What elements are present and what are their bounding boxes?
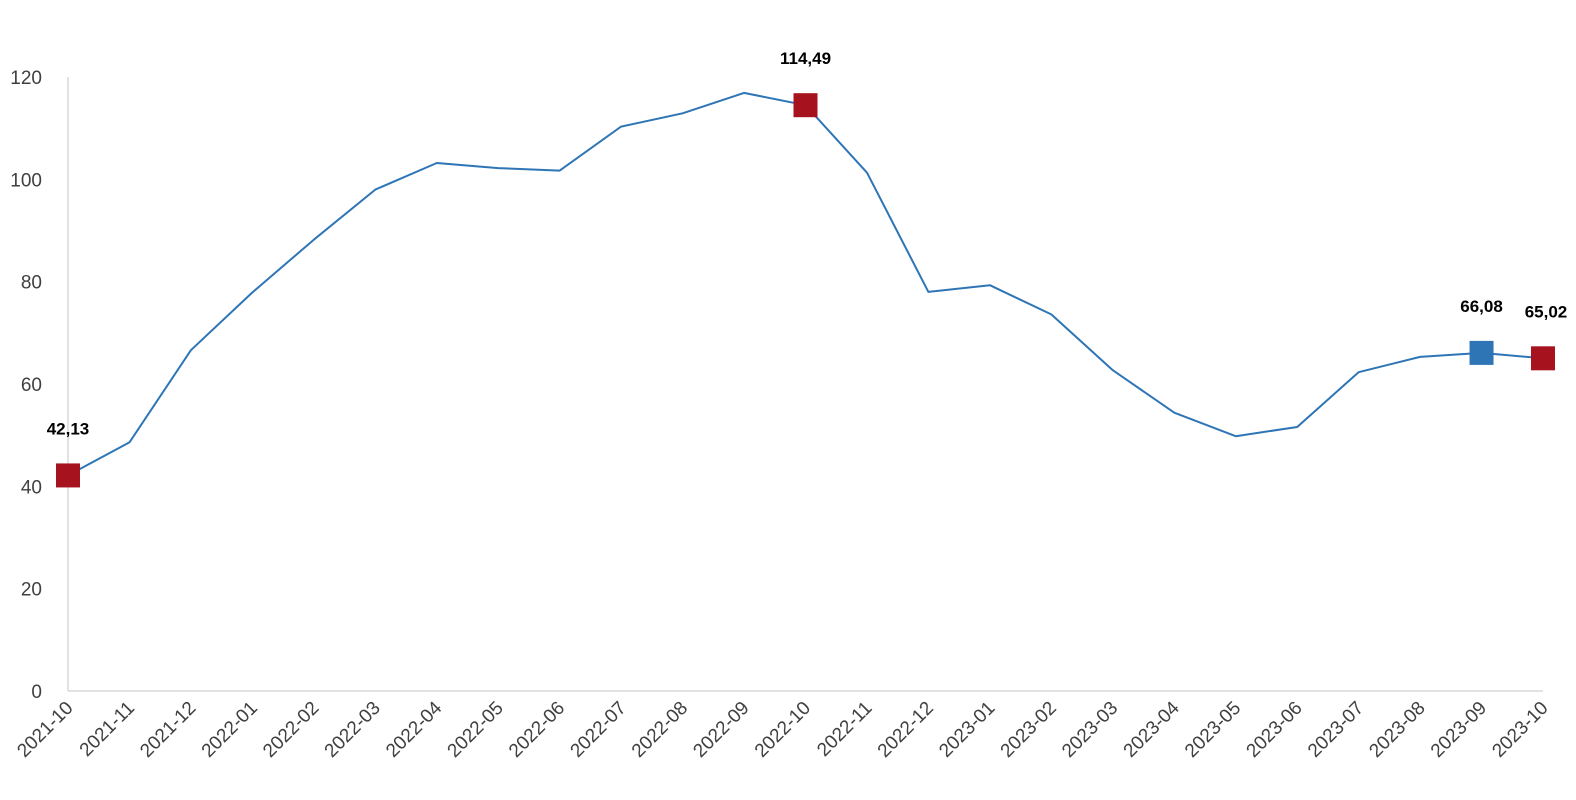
x-tick-label: 2022-06 [505,698,569,762]
y-tick-label: 0 [31,682,42,703]
x-tick-label: 2022-05 [444,698,508,762]
y-tick-label: 80 [21,273,42,294]
highlight-marker [1531,346,1555,371]
x-tick-label: 2023-01 [935,698,999,762]
highlight-markers [56,93,1555,488]
x-tick-label: 2022-09 [689,698,753,762]
data-label: 66,08 [1460,297,1503,316]
x-tick-label: 2023-08 [1365,698,1429,762]
y-tick-label: 20 [21,580,42,601]
x-tick-label: 2023-07 [1304,698,1368,762]
x-tick-label: 2022-08 [628,698,692,762]
y-tick-label: 60 [21,375,42,396]
x-tick-label: 2022-11 [813,698,876,761]
x-axis: 2021-102021-112021-122022-012022-022022-… [13,690,1553,762]
x-tick-label: 2021-12 [136,698,200,762]
x-tick-label: 2023-03 [1058,698,1122,762]
highlight-marker [793,93,818,118]
x-tick-label: 2022-10 [751,698,815,762]
x-tick-label: 2021-11 [76,698,139,761]
series-line [67,91,1544,477]
y-tick-label: 100 [10,170,42,191]
data-label: 65,02 [1525,302,1568,321]
x-tick-label: 2023-02 [997,698,1061,762]
x-tick-label: 2022-07 [567,698,631,762]
x-tick-label: 2021-10 [13,698,77,762]
data-label: 42,13 [47,419,90,438]
x-tick-label: 2022-12 [874,698,938,762]
data-label: 114,49 [780,49,831,68]
x-tick-label: 2022-02 [259,698,323,762]
y-tick-label: 120 [10,68,42,89]
x-tick-label: 2022-04 [382,697,446,761]
x-tick-label: 2023-06 [1243,698,1307,762]
y-axis: 0 20 40 60 80 100 120 [10,68,69,703]
series-layer [67,91,1544,477]
x-tick-label: 2023-04 [1120,697,1184,761]
x-tick-label: 2023-05 [1181,698,1245,762]
y-tick-label: 40 [21,477,42,498]
x-tick-label: 2023-09 [1427,698,1491,762]
highlight-marker [1469,340,1494,365]
x-tick-label: 2023-10 [1488,698,1552,762]
x-tick-label: 2022-03 [321,698,385,762]
x-tick-label: 2022-01 [198,698,262,762]
data-labels: 42,13 114,49 66,08 65,02 [47,49,1568,438]
highlight-marker [56,463,80,488]
